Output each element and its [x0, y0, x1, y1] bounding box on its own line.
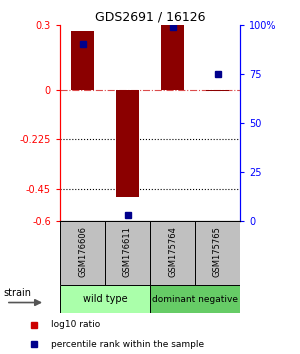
Text: log10 ratio: log10 ratio: [51, 320, 100, 329]
Text: dominant negative: dominant negative: [152, 295, 238, 304]
Bar: [60, 221, 105, 285]
Text: percentile rank within the sample: percentile rank within the sample: [51, 340, 204, 349]
Text: GSM176606: GSM176606: [78, 226, 87, 277]
Bar: [206, 90, 229, 91]
Bar: [150, 285, 240, 313]
Bar: [71, 31, 94, 90]
Text: GSM175764: GSM175764: [168, 226, 177, 277]
Bar: [60, 285, 150, 313]
Bar: [116, 90, 139, 197]
Text: strain: strain: [3, 288, 31, 298]
Text: GSM176611: GSM176611: [123, 226, 132, 277]
Bar: [161, 25, 184, 90]
Text: GSM175765: GSM175765: [213, 226, 222, 277]
Text: wild type: wild type: [83, 294, 127, 304]
Bar: [195, 221, 240, 285]
Bar: [150, 221, 195, 285]
Title: GDS2691 / 16126: GDS2691 / 16126: [95, 11, 205, 24]
Bar: [105, 221, 150, 285]
